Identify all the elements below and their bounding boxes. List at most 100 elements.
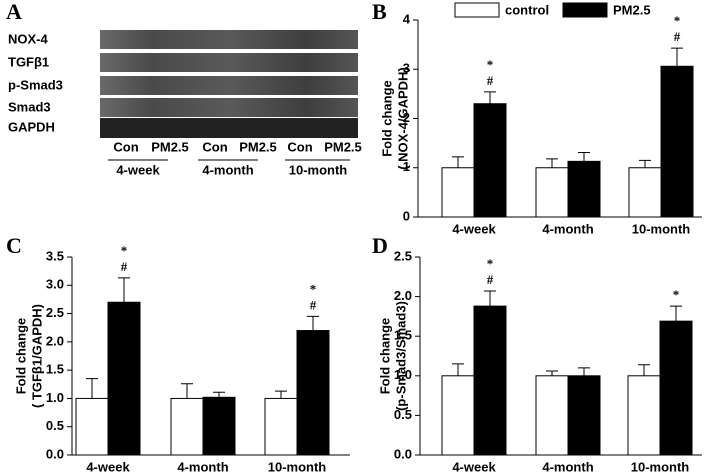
y-tick-label: 0: [403, 208, 410, 223]
error-bar: [546, 158, 558, 168]
blot-band: [100, 118, 358, 138]
significance-mark: #: [487, 272, 494, 287]
bar: [296, 330, 330, 456]
blot-row-label: TGFβ1: [8, 54, 49, 69]
bar: [75, 397, 109, 456]
bar: [660, 65, 694, 218]
y-tick-label: 2.5: [394, 248, 412, 263]
y-tick-label: 4: [403, 11, 411, 26]
y-tick-label: 1.0: [394, 367, 412, 382]
y-tick-label: 0.0: [394, 446, 412, 461]
error-bar: [275, 390, 287, 399]
bar: [627, 375, 661, 456]
y-tick-label: 2: [403, 110, 410, 125]
error-bar: [578, 367, 590, 376]
blot-row-label: NOX-4: [8, 31, 49, 46]
legend-swatch: [454, 2, 500, 18]
error-bar: [638, 364, 650, 376]
blot-row-label: p-Smad3: [8, 77, 63, 92]
y-tick-label: 2.0: [394, 288, 412, 303]
y-tick-label: 1: [403, 159, 410, 174]
significance-mark: *: [674, 13, 681, 28]
y-tick-label: 0.5: [46, 418, 64, 433]
x-tick-label: 10-month: [631, 459, 690, 472]
bar: [473, 305, 507, 456]
panel-letter: B: [372, 0, 387, 24]
bar: [202, 396, 236, 456]
error-bar: [578, 151, 590, 162]
bar: [170, 397, 204, 456]
group-label: 4-month: [202, 162, 253, 177]
error-bar: [546, 370, 558, 376]
panel-letter: D: [372, 233, 388, 258]
lane-label: Con: [202, 139, 227, 154]
bar: [535, 375, 569, 456]
lane-label: PM2.5: [324, 139, 362, 154]
legend-swatch: [562, 2, 608, 18]
y-tick-label: 0.5: [394, 407, 412, 422]
x-tick-label: 4-month: [542, 221, 593, 236]
error-bar: [118, 277, 130, 303]
significance-mark: *: [310, 281, 317, 296]
y-tick-label: 2.0: [46, 333, 64, 348]
legend-label: control: [505, 2, 549, 17]
bar: [107, 301, 141, 456]
blot-row-label: GAPDH: [8, 119, 55, 134]
y-tick-label: 3: [403, 61, 410, 76]
bar: [567, 375, 601, 456]
error-bar: [452, 156, 464, 168]
blot-band: [100, 76, 358, 95]
x-tick-label: 4-month: [542, 459, 593, 472]
significance-mark: #: [121, 259, 128, 274]
bar: [567, 160, 601, 218]
x-tick-label: 4-week: [86, 459, 130, 472]
bar: [264, 397, 298, 456]
significance-mark: *: [121, 243, 128, 258]
blot-band: [100, 53, 358, 72]
y-tick-label: 0.0: [46, 446, 64, 461]
blot-row-label: Smad3: [8, 99, 51, 114]
lane-label: Con: [287, 139, 312, 154]
lane-label: PM2.5: [151, 139, 189, 154]
significance-mark: *: [673, 287, 680, 302]
y-tick-label: 3.0: [46, 277, 64, 292]
blot-band: [100, 98, 358, 117]
error-bar: [484, 290, 496, 307]
y-tick-label: 2.5: [46, 305, 64, 320]
bar: [535, 167, 569, 218]
y-axis-label: (p-Smad3/Smad3): [393, 301, 408, 411]
y-tick-label: 1.5: [394, 328, 412, 343]
legend-label: PM2.5: [613, 2, 651, 17]
panel-letter: A: [6, 0, 22, 24]
panel-letter: C: [6, 233, 22, 258]
group-label: 10-month: [289, 162, 348, 177]
significance-mark: #: [487, 73, 494, 88]
y-axis-label: Fold change: [379, 80, 394, 157]
x-tick-label: 4-week: [452, 221, 496, 236]
error-bar: [484, 91, 496, 104]
significance-mark: #: [310, 297, 317, 312]
error-bar: [213, 391, 225, 398]
error-bar: [670, 305, 682, 322]
lane-label: Con: [113, 139, 138, 154]
error-bar: [639, 159, 651, 168]
blot-band: [100, 30, 358, 49]
x-tick-label: 4-week: [452, 459, 496, 472]
lane-label: PM2.5: [239, 139, 277, 154]
error-bar: [452, 363, 464, 376]
x-tick-label: 4-month: [177, 459, 228, 472]
significance-mark: *: [487, 57, 494, 72]
y-axis-label: Fold change: [13, 318, 28, 395]
y-tick-label: 3.5: [46, 248, 64, 263]
error-bar: [86, 378, 98, 399]
significance-mark: *: [487, 256, 494, 271]
y-axis-label: ( TGFβ1/GAPDH): [29, 304, 44, 408]
bar: [628, 167, 662, 218]
significance-mark: #: [674, 29, 681, 44]
y-tick-label: 1.0: [46, 390, 64, 405]
error-bar: [307, 315, 319, 331]
y-tick-label: 1.5: [46, 362, 64, 377]
group-label: 4-week: [116, 162, 160, 177]
x-tick-label: 10-month: [632, 221, 691, 236]
y-axis-label: Fold change: [377, 318, 392, 395]
